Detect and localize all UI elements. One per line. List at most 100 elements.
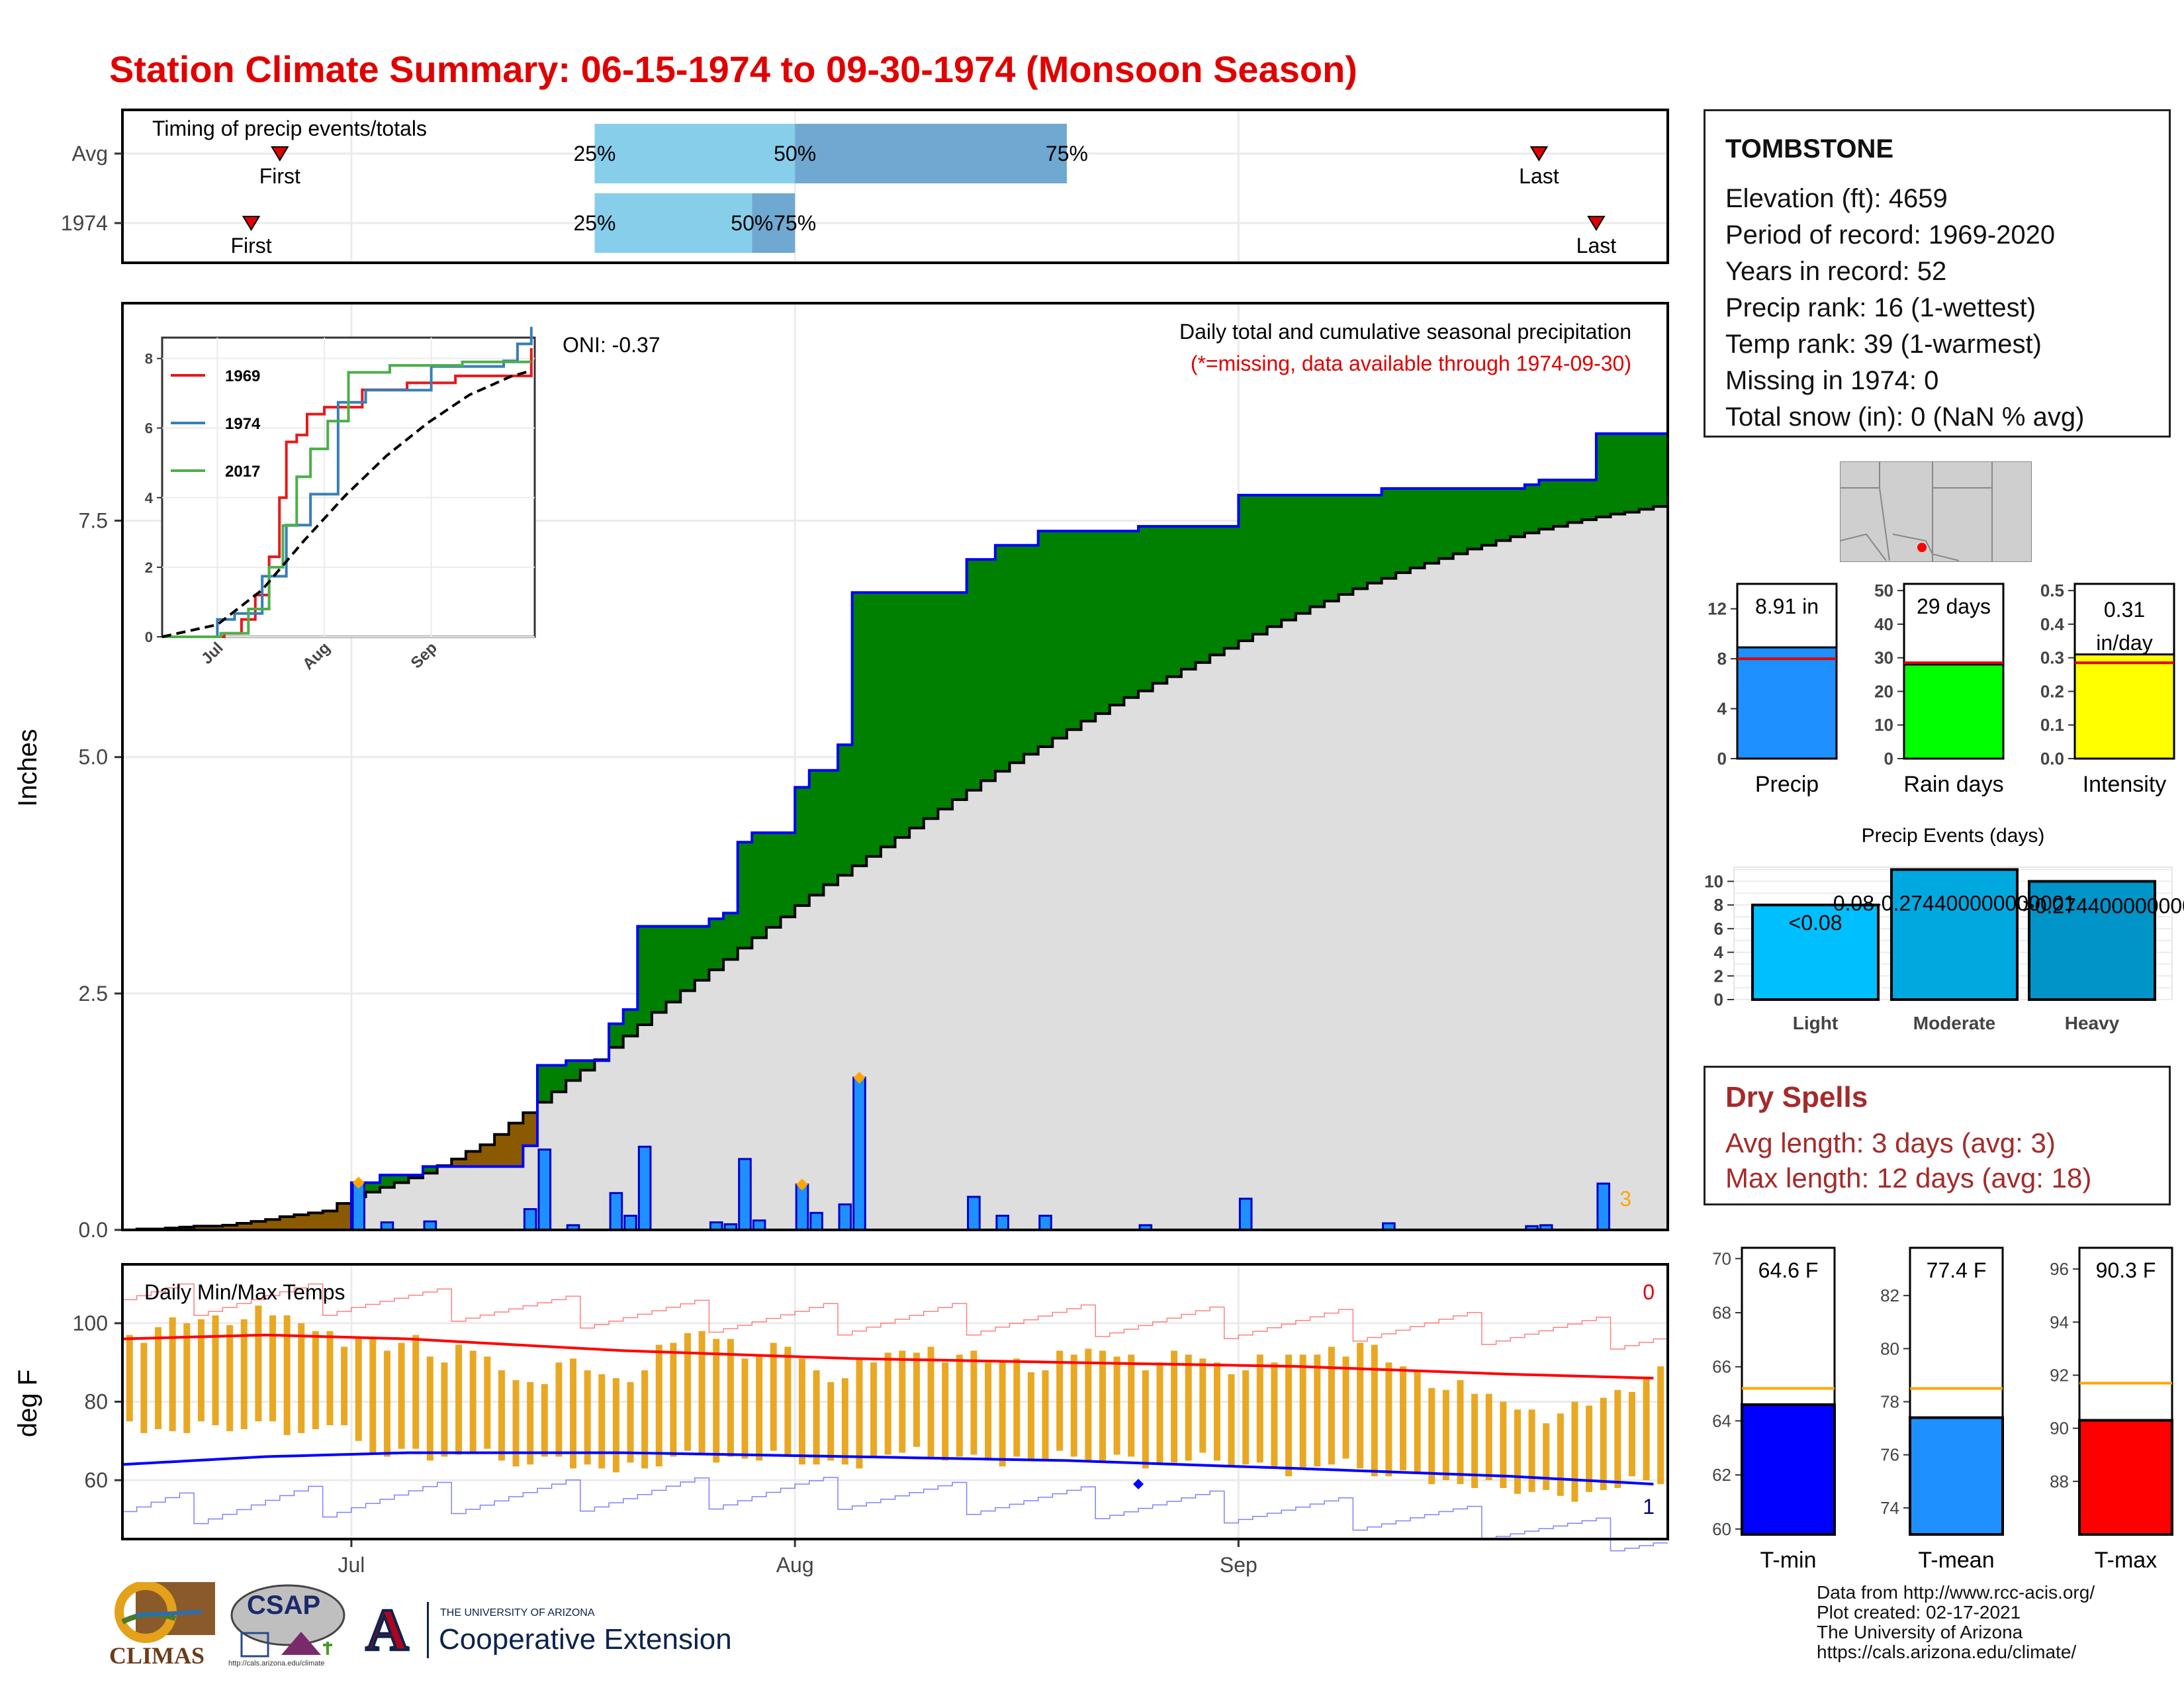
- summary-y-tick-label: 0.5: [2040, 583, 2064, 600]
- inset-y-tick-label: 8: [145, 351, 153, 367]
- precip-departure-area: [1653, 434, 1668, 507]
- precip-departure-area: [423, 1166, 438, 1174]
- precip-normal-area: [365, 1192, 381, 1230]
- daily-temp-range-bar: [598, 1374, 606, 1469]
- summary-value-label: 29 days: [1917, 594, 1991, 618]
- daily-precip-bar: [852, 1076, 866, 1231]
- precip-departure-area: [566, 1060, 581, 1081]
- precip-normal-area: [752, 937, 767, 1230]
- station-period: Period of record: 1969-2020: [1725, 220, 2056, 250]
- precip-normal-area: [1524, 533, 1540, 1231]
- summary-y-tick-label: 50: [1874, 583, 1893, 600]
- daily-temp-range-bar: [1428, 1387, 1435, 1484]
- temp-x-tick-label: Jul: [338, 1553, 365, 1577]
- precip-departure-area: [1124, 531, 1139, 698]
- csap-cloud-icon: [230, 1584, 345, 1658]
- daily-temp-range-bar: [942, 1362, 949, 1461]
- precip-departure-area: [995, 545, 1011, 772]
- inset-y-tick-label: 4: [145, 490, 154, 506]
- daily-temp-range-bar: [541, 1383, 548, 1457]
- precip-normal-area: [1453, 553, 1468, 1230]
- precip-departure-area: [179, 1227, 195, 1230]
- daily-temp-range-bar: [627, 1382, 634, 1463]
- precip-normal-area: [1596, 516, 1612, 1230]
- precip-departure-area: [1238, 495, 1253, 641]
- precip-departure-area: [1467, 489, 1482, 549]
- precip-y-tick-label: 0.0: [79, 1218, 108, 1242]
- precip-normal-area: [1267, 626, 1282, 1230]
- precip-normal-area: [1224, 648, 1239, 1230]
- timing-row-label: 1974: [61, 211, 108, 235]
- precip-normal-area: [723, 959, 739, 1230]
- timing-first-marker: [242, 216, 261, 231]
- events-bar-light: [1751, 904, 1880, 1001]
- temp-summary-y-tick-label: 62: [1712, 1465, 1731, 1485]
- precip-normal-area: [1009, 763, 1024, 1230]
- temp-summary-label: T-max: [2095, 1548, 2157, 1573]
- precip-departure-area: [1109, 531, 1125, 706]
- precip-normal-area: [580, 1070, 596, 1230]
- summary-bar-precip: [1736, 646, 1838, 760]
- inset-legend-label: 2017: [225, 463, 260, 481]
- daily-temp-range-bar: [326, 1331, 334, 1426]
- precip-normal-area: [909, 827, 925, 1230]
- daily-temp-range-bar: [1571, 1401, 1578, 1502]
- precip-departure-area: [1167, 526, 1182, 677]
- precip-departure-area: [1338, 495, 1353, 594]
- precip-normal-area: [1424, 563, 1439, 1230]
- precip-departure-area: [1310, 495, 1325, 607]
- daily-temp-range-bar: [970, 1350, 978, 1455]
- daily-temp-range-bar: [1156, 1362, 1163, 1465]
- precip-normal-area: [408, 1178, 424, 1230]
- precip-departure-area: [952, 592, 968, 800]
- daily-temp-range-bar: [1414, 1370, 1421, 1473]
- daily-precip-bar: [838, 1203, 852, 1231]
- daily-temp-range-bar: [1299, 1354, 1306, 1469]
- daily-temp-range-bar: [1385, 1362, 1392, 1477]
- daily-temp-range-bar: [226, 1325, 234, 1431]
- precip-normal-area: [1510, 536, 1525, 1230]
- precip-departure-area: [1524, 485, 1540, 534]
- precip-normal-area: [1195, 662, 1210, 1230]
- timing-panel-title: Timing of precip events/totals: [152, 117, 427, 140]
- precip-chart-title: Daily total and cumulative seasonal prec…: [1179, 320, 1631, 344]
- daily-temp-range-bar: [312, 1331, 319, 1429]
- daily-temp-range-bar: [827, 1382, 835, 1461]
- precip-normal-area: [551, 1092, 567, 1230]
- daily-temp-range-bar: [1242, 1370, 1250, 1465]
- temp-summary-bar-t-max: [2078, 1419, 2173, 1536]
- station-years: Years in record: 52: [1725, 257, 1947, 286]
- inset-legend-label: 1969: [225, 367, 260, 385]
- precip-departure-area: [380, 1175, 395, 1188]
- timing-panel-border: [121, 109, 1669, 264]
- temp-summary-y-tick-label: 64: [1712, 1411, 1731, 1430]
- daily-temp-range-bar: [1557, 1413, 1564, 1496]
- record-low-marker: [1133, 1479, 1144, 1489]
- precip-normal-area: [966, 790, 981, 1230]
- precip-departure-area: [1567, 480, 1582, 523]
- summary-y-tick-label: 0: [1717, 749, 1727, 769]
- precip-normal-area: [1124, 697, 1139, 1230]
- precip-departure-area: [609, 1023, 624, 1048]
- daily-temp-range-bar: [1056, 1350, 1064, 1451]
- daily-temp-range-bar: [1643, 1378, 1650, 1481]
- precip-normal-area: [1553, 526, 1569, 1231]
- precip-departure-area: [1381, 489, 1396, 579]
- summary-y-tick-label: 10: [1874, 715, 1893, 735]
- precip-normal-area: [508, 1166, 523, 1230]
- precip-departure-area: [780, 833, 796, 917]
- daily-temp-range-bar: [126, 1335, 133, 1422]
- temp-line-record-low: [122, 1477, 1668, 1552]
- precip-departure-area: [1267, 495, 1282, 627]
- precip-departure-area: [1295, 495, 1311, 614]
- precip-normal-area: [766, 927, 782, 1230]
- temp-y-tick-label: 60: [84, 1468, 108, 1492]
- daily-temp-range-bar: [798, 1358, 805, 1465]
- precip-normal-area: [1610, 514, 1625, 1230]
- timing-last-marker: [1587, 216, 1606, 231]
- precip-departure-area: [809, 770, 824, 896]
- timing-q75-label: 75%: [774, 211, 816, 235]
- daily-temp-range-bar: [784, 1346, 792, 1457]
- daily-temp-range-bar: [1500, 1401, 1507, 1488]
- precip-departure-area: [451, 1158, 467, 1167]
